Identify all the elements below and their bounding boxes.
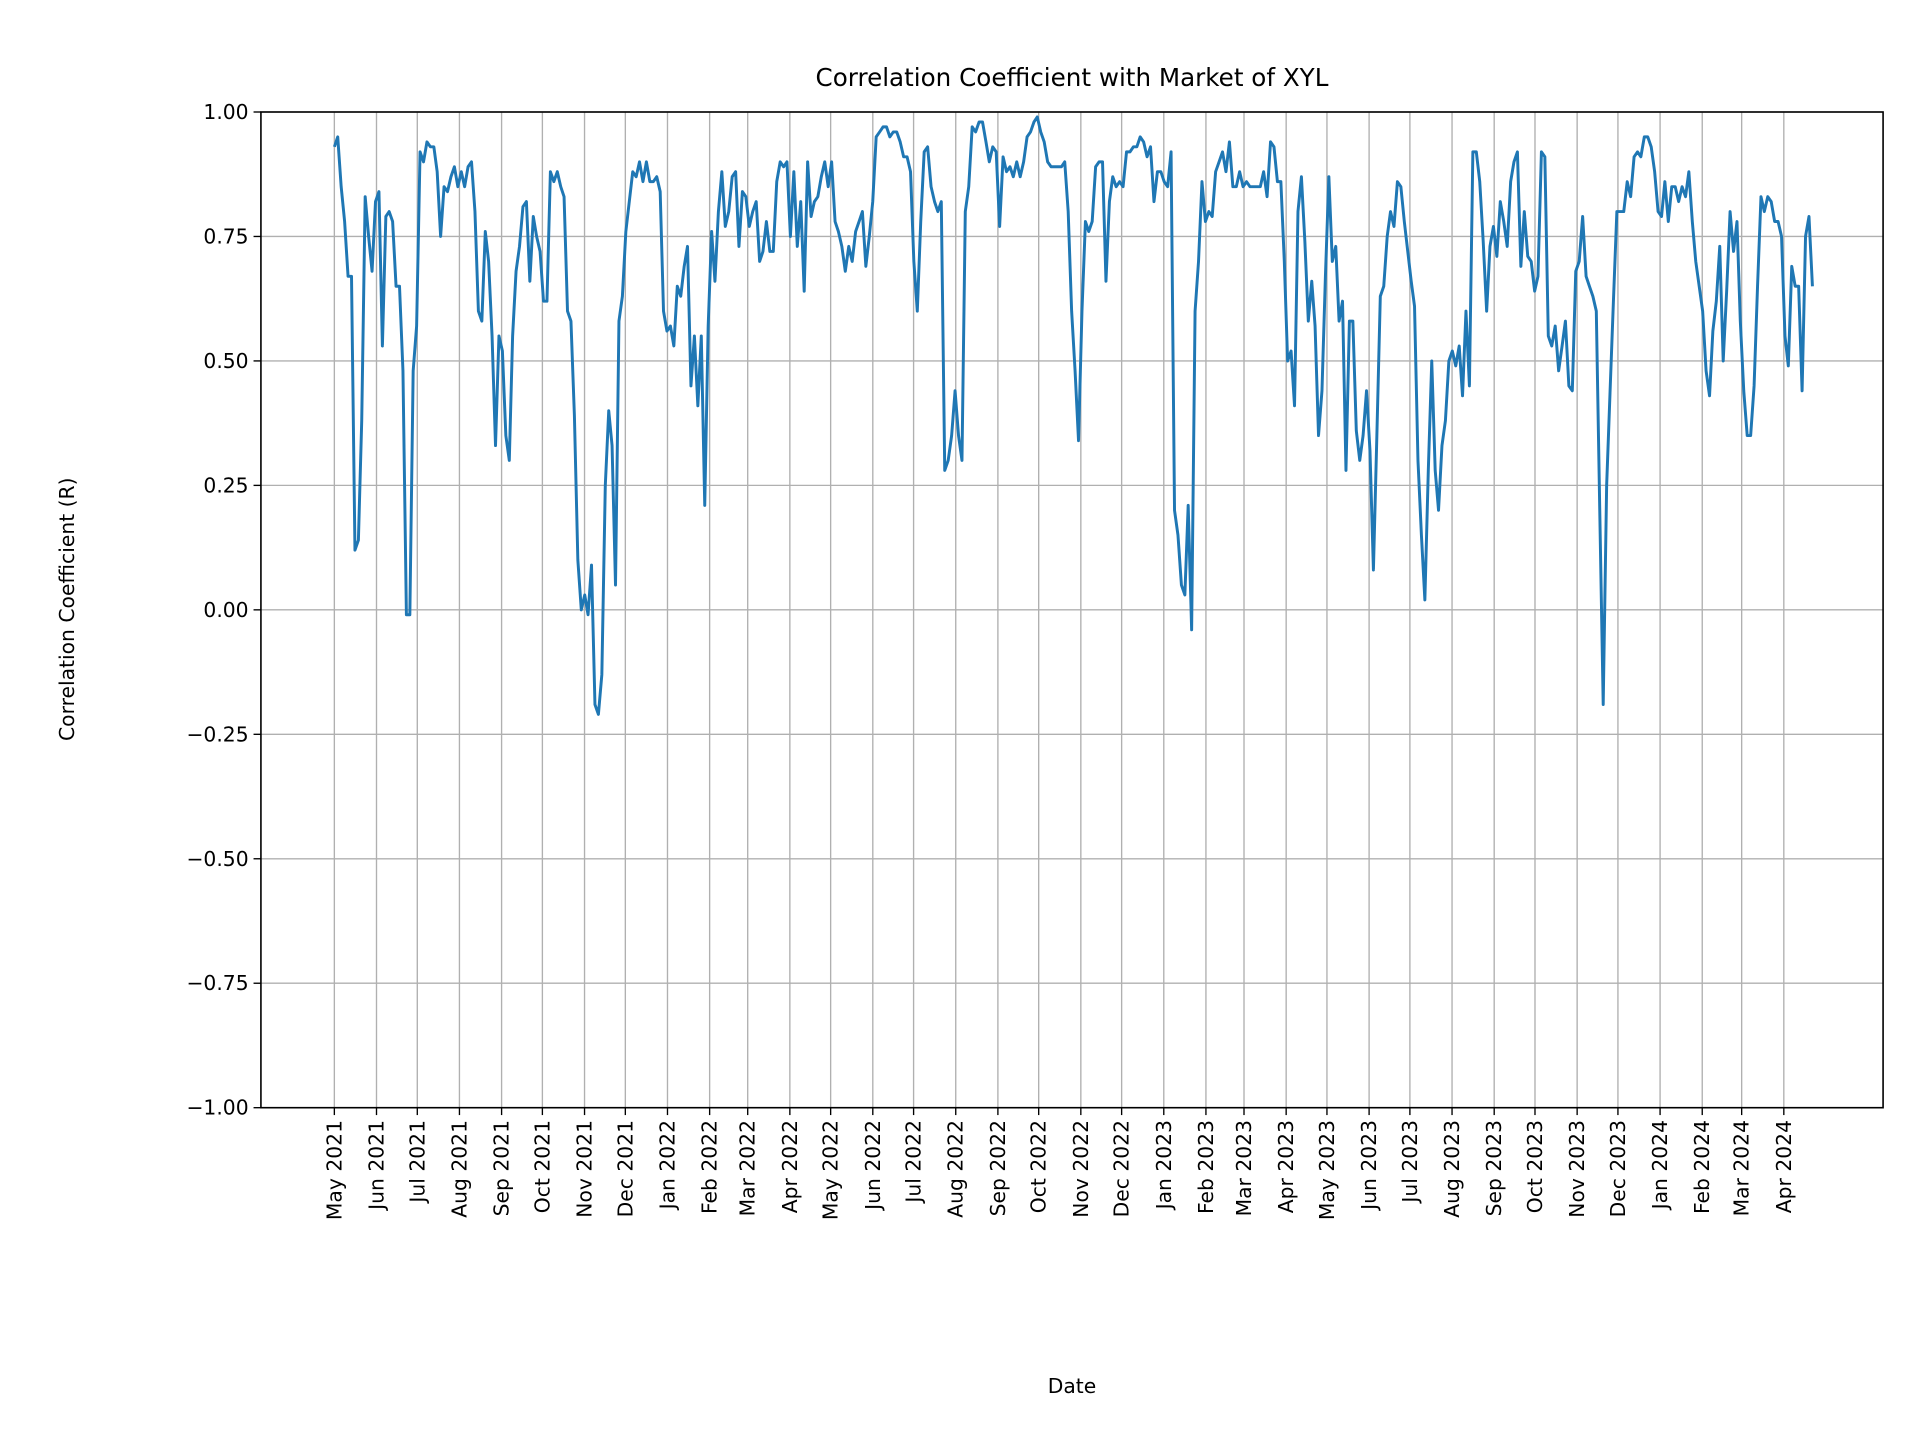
- x-tick-label: Sep 2023: [1482, 1120, 1506, 1216]
- x-tick-label: Jul 2021: [405, 1120, 429, 1205]
- x-tick-label: Sep 2022: [986, 1120, 1010, 1216]
- y-axis-ticks: −1.00 −0.75 −0.50 −0.25 0.00 0.25 0.50 0.75 1.00: [186, 100, 261, 1120]
- chart-title: Correlation Coefficient with Market of X…: [816, 63, 1329, 92]
- y-tick-label: −0.25: [186, 722, 248, 746]
- x-axis-label: Date: [1048, 1374, 1097, 1398]
- y-tick-label: 0.00: [203, 598, 248, 622]
- x-tick-label: May 2022: [819, 1120, 843, 1220]
- x-tick-label: Apr 2024: [1772, 1120, 1796, 1213]
- x-tick-label: Mar 2022: [736, 1120, 760, 1216]
- x-tick-label: Jun 2023: [1357, 1120, 1381, 1212]
- x-tick-label: Apr 2022: [778, 1120, 802, 1213]
- x-tick-label: May 2023: [1315, 1120, 1339, 1220]
- x-tick-label: Mar 2024: [1730, 1120, 1754, 1216]
- x-tick-label: Nov 2022: [1069, 1120, 1093, 1218]
- series-lines: [332, 115, 1814, 716]
- x-axis-ticks: May 2021 Jun 2021 Jul 2021 Aug 2021 Sep 2021…: [322, 1107, 1796, 1220]
- x-tick-label: Jan 2023: [1152, 1120, 1176, 1211]
- y-tick-label: 1.00: [203, 100, 248, 124]
- x-tick-label: Aug 2021: [447, 1120, 471, 1218]
- y-axis-label: Correlation Coefficient (R): [55, 477, 79, 741]
- x-tick-label: Feb 2022: [698, 1120, 722, 1214]
- x-tick-label: Nov 2023: [1565, 1120, 1589, 1218]
- x-tick-label: Jul 2022: [902, 1120, 926, 1205]
- x-tick-label: May 2021: [322, 1120, 346, 1220]
- series-line-xyl: [332, 115, 1814, 716]
- x-tick-label: Jun 2021: [364, 1120, 388, 1212]
- x-tick-label: Dec 2021: [613, 1120, 637, 1217]
- x-tick-label: Oct 2021: [530, 1120, 554, 1213]
- x-tick-label: Jan 2022: [655, 1120, 679, 1211]
- y-tick-label: −0.50: [186, 847, 248, 871]
- x-tick-label: Sep 2021: [490, 1120, 514, 1216]
- x-tick-label: Jan 2024: [1648, 1120, 1672, 1211]
- x-tick-label: Oct 2023: [1523, 1120, 1547, 1213]
- y-tick-label: −0.75: [186, 971, 248, 995]
- x-tick-label: Jul 2023: [1398, 1120, 1422, 1205]
- x-tick-label: Aug 2023: [1440, 1120, 1464, 1218]
- x-tick-label: Oct 2022: [1027, 1120, 1051, 1213]
- y-tick-label: 0.75: [203, 224, 248, 248]
- x-tick-label: Feb 2024: [1690, 1120, 1714, 1214]
- x-tick-label: Aug 2022: [944, 1120, 968, 1218]
- x-tick-label: Apr 2023: [1274, 1120, 1298, 1213]
- y-tick-label: 0.25: [203, 473, 248, 497]
- y-tick-label: 0.50: [203, 349, 248, 373]
- axes-frame: [260, 111, 1884, 1109]
- x-tick-label: Dec 2022: [1110, 1120, 1134, 1217]
- x-tick-label: Dec 2023: [1606, 1120, 1630, 1217]
- y-tick-label: −1.00: [186, 1096, 248, 1120]
- x-tick-label: Feb 2023: [1194, 1120, 1218, 1214]
- x-tick-label: Mar 2023: [1232, 1120, 1256, 1216]
- x-tick-label: Jun 2022: [861, 1120, 885, 1212]
- x-tick-label: Nov 2021: [573, 1120, 597, 1218]
